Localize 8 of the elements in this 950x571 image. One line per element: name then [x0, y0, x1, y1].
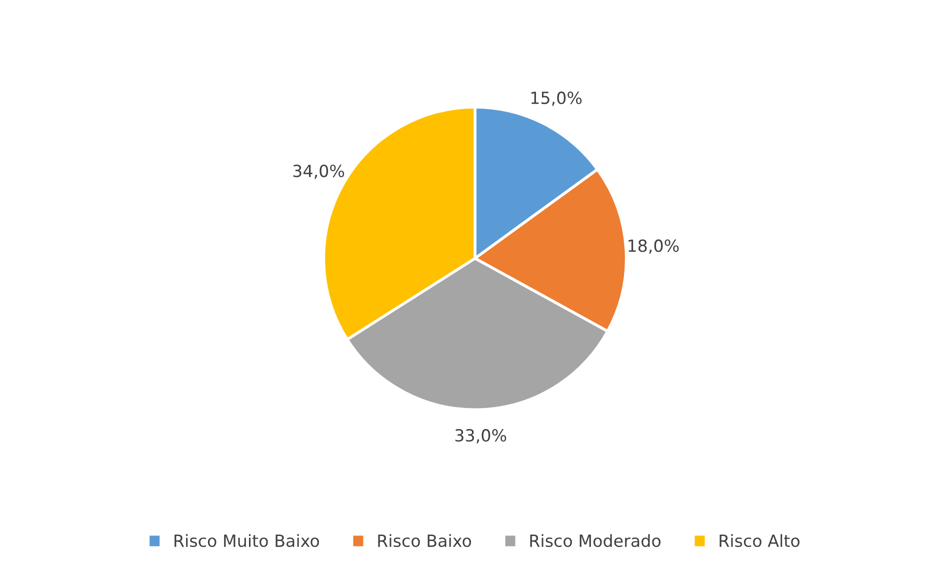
data-label: 15,0% — [531, 92, 582, 106]
data-label: 18,0% — [628, 239, 679, 254]
legend-label: Risco Baixo — [378, 534, 472, 548]
legend-label: Risco Moderado — [530, 534, 661, 548]
legend-label: Risco Alto — [720, 534, 800, 548]
data-label: 33,0% — [455, 429, 506, 444]
legend-label: Risco Muito Baixo — [174, 534, 319, 548]
data-label: 34,0% — [293, 164, 344, 179]
